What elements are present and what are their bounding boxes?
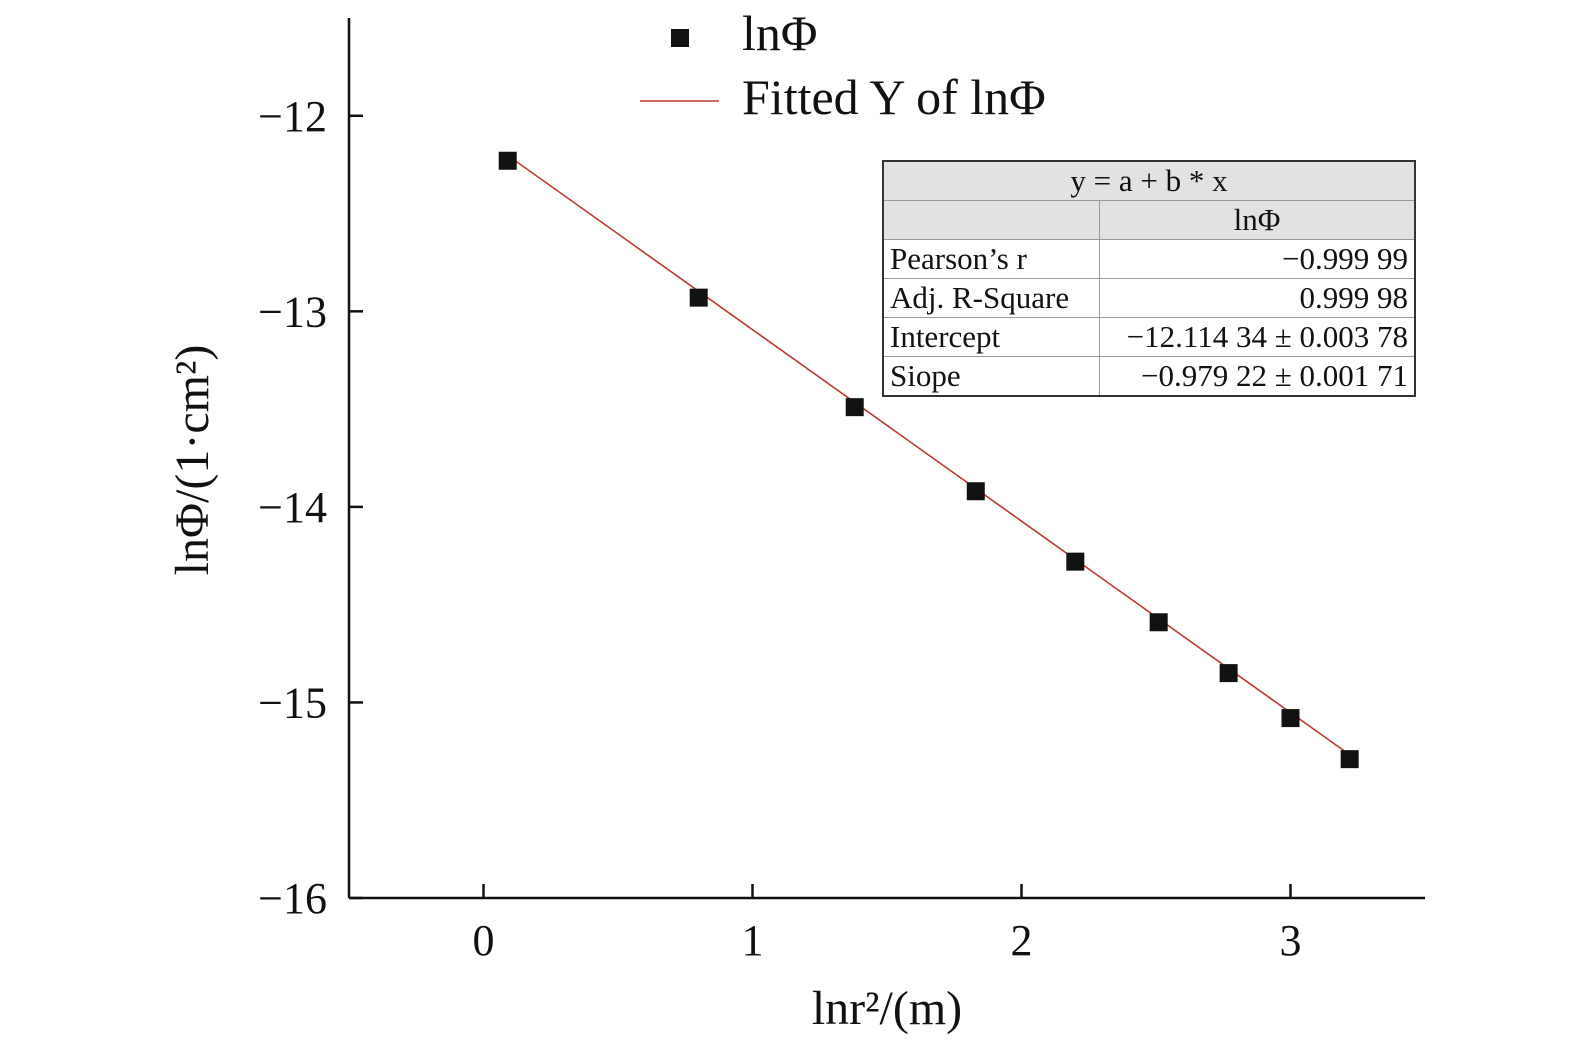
- empty-header-cell: [882, 200, 1100, 240]
- table-row: Adj. R-Square 0.999 98: [882, 278, 1416, 318]
- fitted-line: [507, 154, 1351, 756]
- y-tick-label: −13: [258, 287, 327, 336]
- data-point: [845, 398, 864, 417]
- x-tick-label: 3: [1280, 916, 1302, 965]
- column-header-cell: lnΦ: [1099, 200, 1416, 240]
- row-label: Pearson’s r: [882, 239, 1100, 279]
- table-row: Pearson’s r −0.999 99: [882, 239, 1416, 279]
- table-row: Intercept −12.114 34 ± 0.003 78: [882, 317, 1416, 357]
- row-value: −0.979 22 ± 0.001 71: [1099, 356, 1416, 397]
- y-tick-label: −16: [258, 874, 327, 923]
- y-ticks: −12 −13 −14 −15 −16: [258, 92, 363, 923]
- equation-cell: y = a + b * x: [882, 160, 1416, 201]
- data-point: [1149, 613, 1168, 632]
- y-tick-label: −12: [258, 92, 327, 141]
- table-row: Siope −0.979 22 ± 0.001 71: [882, 356, 1416, 397]
- row-label: Adj. R-Square: [882, 278, 1100, 318]
- table-column-row: lnΦ: [882, 200, 1416, 240]
- data-points: [498, 151, 1359, 769]
- data-point: [1219, 664, 1238, 683]
- data-point: [498, 151, 517, 170]
- fit-statistics-table: y = a + b * x lnΦ Pearson’s r −0.999 99 …: [882, 160, 1416, 397]
- y-axis-title: lnΦ/(1·cm²): [166, 345, 219, 576]
- table-header-row: y = a + b * x: [882, 160, 1416, 201]
- x-tick-label: 2: [1011, 916, 1033, 965]
- row-value: 0.999 98: [1099, 278, 1416, 318]
- row-value: −12.114 34 ± 0.003 78: [1099, 317, 1416, 357]
- data-point: [1340, 750, 1359, 769]
- legend: lnΦ Fitted Y of lnΦ: [640, 5, 1046, 125]
- x-ticks: 0 1 2 3: [473, 884, 1302, 965]
- legend-marker-points: [671, 29, 689, 47]
- x-tick-label: 1: [742, 916, 764, 965]
- data-point: [1066, 552, 1085, 571]
- row-value: −0.999 99: [1099, 239, 1416, 279]
- row-label: Intercept: [882, 317, 1100, 357]
- y-tick-label: −14: [258, 483, 327, 532]
- x-axis-title: lnr²/(m): [812, 982, 962, 1035]
- legend-label-fit: Fitted Y of lnΦ: [742, 69, 1046, 125]
- y-tick-label: −15: [258, 678, 327, 727]
- x-tick-label: 0: [473, 916, 495, 965]
- data-point: [966, 482, 985, 501]
- row-label: Siope: [882, 356, 1100, 397]
- legend-label-points: lnΦ: [742, 5, 817, 61]
- data-point: [1281, 709, 1300, 728]
- data-point: [689, 288, 708, 307]
